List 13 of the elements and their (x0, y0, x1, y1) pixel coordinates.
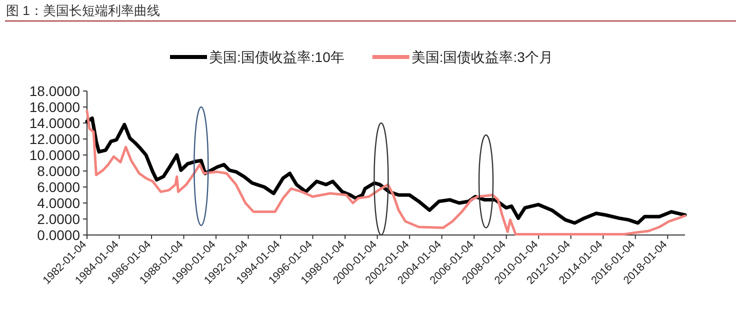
y-tick-label: 8.0000 (37, 163, 80, 179)
y-tick-label: 2.0000 (37, 211, 80, 227)
y-tick-label: 16.0000 (29, 99, 80, 115)
y-tick-label: 18.0000 (29, 83, 80, 99)
y-tick-label: 12.0000 (29, 131, 80, 147)
y-tick-label: 0.0000 (37, 227, 80, 243)
y-tick-label: 6.0000 (37, 179, 80, 195)
y-tick-label: 10.0000 (29, 147, 80, 163)
chart-title: 图 1：美国长短端利率曲线 (6, 3, 160, 18)
y-tick-label: 4.0000 (37, 195, 80, 211)
y-tick-label: 14.0000 (29, 115, 80, 131)
legend-label: 美国:国债收益率:10年 (209, 49, 344, 65)
legend-label: 美国:国债收益率:3个月 (411, 49, 553, 65)
